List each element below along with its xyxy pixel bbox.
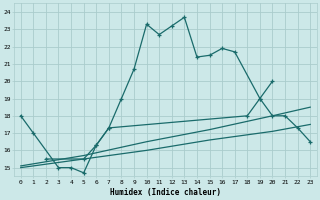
X-axis label: Humidex (Indice chaleur): Humidex (Indice chaleur) [110, 188, 221, 197]
